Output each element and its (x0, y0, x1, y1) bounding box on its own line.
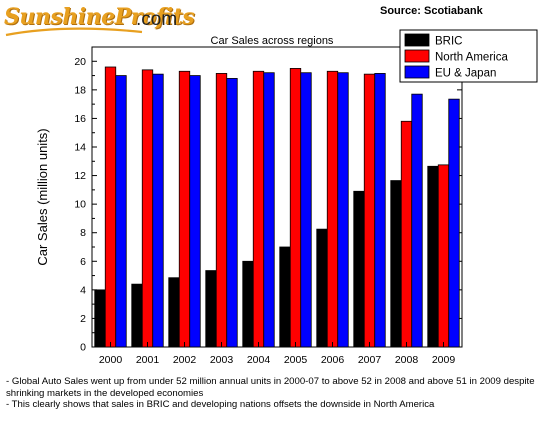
legend-label: North America (435, 52, 508, 64)
x-tick-label: 2001 (136, 354, 160, 366)
bar-bric-2000 (94, 289, 106, 348)
y-tick-label: 20 (74, 56, 86, 68)
chart-title: Car Sales across regions (211, 35, 334, 47)
x-tick-label: 2002 (173, 354, 197, 366)
legend-label: EU & Japan (435, 68, 496, 80)
logo: SunshineProfits .com (4, 2, 195, 38)
bar-bric-2001 (131, 283, 143, 348)
plot-frame (91, 46, 463, 348)
bar-north-america-2005 (289, 68, 302, 348)
logo-swoosh-icon (5, 27, 143, 37)
bar-eu-japan-2008 (411, 93, 423, 348)
bar-eu-japan-2007 (374, 73, 386, 348)
bar-eu-japan-2003 (226, 78, 238, 348)
legend-label: BRIC (435, 36, 462, 48)
bar-north-america-2009 (437, 164, 450, 348)
legend-swatch (404, 65, 430, 79)
y-tick-label: 16 (74, 113, 86, 125)
bar-eu-japan-2000 (115, 75, 127, 348)
bar-bric-2003 (205, 270, 217, 348)
bar-north-america-2003 (215, 73, 228, 348)
x-tick-label: 2004 (247, 354, 271, 366)
bar-bric-2002 (168, 277, 180, 348)
y-tick-label: 12 (74, 170, 86, 182)
bar-eu-japan-2002 (189, 75, 201, 348)
footnote-1: - Global Auto Sales went up from under 5… (6, 376, 535, 399)
bar-eu-japan-2005 (300, 72, 312, 348)
logo-brand: SunshineProfits (4, 4, 195, 30)
x-tick-label: 2005 (284, 354, 308, 366)
y-tick-label: 14 (74, 142, 86, 154)
y-tick-label: 10 (74, 199, 86, 211)
bar-north-america-2008 (400, 120, 413, 348)
bar-bric-2004 (242, 260, 254, 348)
bar-north-america-2007 (363, 73, 376, 348)
bar-eu-japan-2001 (152, 73, 164, 348)
bar-bric-2009 (427, 165, 439, 348)
legend-swatch (404, 49, 430, 63)
footnote-2: - This clearly shows that sales in BRIC … (6, 399, 435, 410)
source-label: Source: Scotiabank (380, 5, 483, 17)
car-sales-chart: Car Sales across regions 0 2 4 6 8 10 12 14 16 18 2… (35, 29, 538, 366)
y-axis-label: Car Sales (million units) (35, 128, 50, 265)
bar-north-america-2006 (326, 70, 339, 348)
bar-eu-japan-2006 (337, 72, 349, 348)
x-tick-label: 2009 (432, 354, 456, 366)
bar-north-america-2001 (141, 69, 154, 348)
bar-eu-japan-2009 (448, 98, 460, 348)
y-tick-label: 18 (74, 84, 86, 96)
bar-bric-2006 (316, 228, 328, 348)
bar-bric-2007 (353, 190, 365, 348)
bar-bric-2008 (390, 180, 402, 348)
bar-bric-2005 (279, 246, 291, 348)
x-tick-label: 2008 (395, 354, 419, 366)
y-tick-label: 4 (80, 284, 86, 296)
x-tick-label: 2000 (99, 354, 123, 366)
y-tick-label: 2 (80, 313, 86, 325)
footnotes: - Global Auto Sales went up from under 5… (6, 376, 541, 411)
bar-north-america-2002 (178, 70, 191, 348)
legend-swatch (404, 33, 430, 47)
x-tick-label: 2003 (210, 354, 234, 366)
y-tick-label: 6 (80, 256, 86, 268)
y-tick-label: 0 (80, 342, 86, 354)
logo-suffix: .com (136, 9, 178, 30)
x-tick-label: 2006 (321, 354, 345, 366)
bar-north-america-2004 (252, 70, 265, 348)
bar-north-america-2000 (104, 66, 117, 348)
y-tick-label: 8 (80, 227, 86, 239)
bar-eu-japan-2004 (263, 72, 275, 348)
x-tick-label: 2007 (358, 354, 382, 366)
